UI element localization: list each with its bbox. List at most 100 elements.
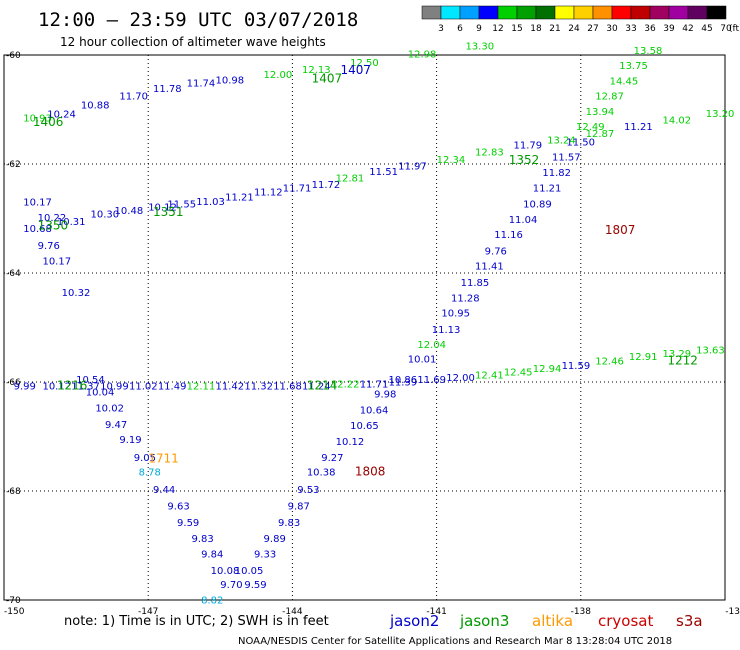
- y-tick-label: -64: [6, 269, 21, 279]
- wave-height-label: 10.01: [408, 354, 437, 365]
- wave-height-label: 11.70: [119, 92, 148, 103]
- wave-height-label: 10.12: [336, 437, 365, 448]
- legend-swatch: [554, 5, 575, 20]
- wave-height-label: 11.57: [552, 153, 581, 164]
- wave-height-label: 11.82: [542, 168, 571, 179]
- wave-height-label: 9.47: [105, 420, 127, 431]
- wave-height-label: 11.55: [167, 200, 196, 211]
- wave-height-label: 11.59: [562, 361, 591, 372]
- wave-height-label: 10.12: [42, 382, 71, 393]
- wave-height-label: 9.83: [191, 534, 213, 545]
- wave-height-label: 11.71: [360, 379, 389, 390]
- wave-height-label: 11.78: [153, 84, 182, 95]
- wave-height-label: 13.75: [619, 61, 648, 72]
- legend-level-label: 33: [625, 24, 636, 34]
- x-tick-label: -141: [426, 607, 446, 617]
- wave-height-label: 12.94: [533, 364, 562, 375]
- credit-line: NOAA/NESDIS Center for Satellite Applica…: [238, 636, 672, 647]
- wave-height-label: 12.46: [595, 357, 624, 368]
- x-tick-label: -144: [282, 607, 303, 617]
- legend-level-label: 39: [663, 24, 675, 34]
- plot-frame: [3, 54, 726, 601]
- wave-height-label: 10.22: [38, 213, 67, 224]
- legend-swatch: [668, 5, 689, 20]
- wave-height-label: 10.64: [360, 406, 389, 417]
- wave-height-label: 10.05: [235, 566, 264, 577]
- wave-height-label: 11.72: [312, 180, 341, 191]
- wave-height-label: 10.95: [441, 309, 470, 320]
- wave-height-label: 9.53: [297, 485, 319, 496]
- y-tick-label: -62: [6, 160, 21, 170]
- wave-height-label: 10.08: [211, 566, 240, 577]
- wave-height-label: 9.27: [321, 453, 343, 464]
- wave-height-label: 14.45: [610, 76, 639, 87]
- legend-swatch: [440, 5, 461, 20]
- pass-time-label: 1214: [307, 379, 338, 393]
- wave-height-label: 11.16: [494, 230, 523, 241]
- legend-level-label: 3: [438, 24, 444, 34]
- wave-height-label: 13.94: [586, 107, 615, 118]
- wave-height-label: 11.68: [273, 382, 302, 393]
- legend-swatch: [497, 5, 518, 20]
- wave-height-label: 12.45: [504, 367, 533, 378]
- wave-height-label: 8.82: [201, 595, 223, 606]
- legend-level-label: 9: [476, 24, 482, 34]
- wave-height-label: 11.49: [158, 382, 187, 393]
- wave-height-label: 10.31: [57, 217, 86, 228]
- wave-height-label: 9.89: [264, 534, 286, 545]
- wave-height-label: 10.68: [23, 224, 52, 235]
- satellite-legend-s3a: s3a: [676, 612, 703, 630]
- wave-height-label: 12.04: [417, 340, 446, 351]
- legend-swatch: [630, 5, 651, 20]
- wave-height-label: 11.51: [369, 167, 398, 178]
- wave-height-label: 11.12: [254, 188, 283, 199]
- legend-level-label: 45: [701, 24, 712, 34]
- wave-height-label: 9.99: [14, 382, 36, 393]
- pass-time-label: 1711: [148, 452, 179, 466]
- wave-height-label: 13.24: [547, 135, 576, 146]
- wave-height-label: 11.21: [533, 183, 562, 194]
- legend-swatch: [516, 5, 537, 20]
- wave-height-label: 11.42: [215, 382, 244, 393]
- pass-time-label: 1350: [38, 218, 69, 232]
- pass-time-label: 1807: [605, 223, 636, 237]
- wave-height-label: 13.58: [634, 46, 663, 57]
- wave-height-label: 11.97: [398, 161, 427, 172]
- wave-height-label: 10.24: [47, 110, 76, 121]
- x-tick-label: -147: [138, 607, 158, 617]
- legend-swatch: [687, 5, 708, 20]
- satellite-legend-cryosat: cryosat: [598, 612, 653, 630]
- wave-height-label: 12.22: [331, 379, 360, 390]
- wave-height-label: 12.49: [576, 122, 605, 133]
- legend-swatch: [592, 5, 613, 20]
- wave-height-label: 11.37: [71, 382, 100, 393]
- y-tick-label: -66: [6, 378, 21, 388]
- satellite-legend-jason2: jason2: [389, 612, 439, 630]
- satellite-legend-altika: altika: [532, 612, 573, 630]
- legend-swatch: [478, 5, 499, 20]
- wave-height-label: 10.54: [76, 375, 105, 386]
- wave-height-label: 12.34: [437, 155, 466, 166]
- legend-level-label: 30: [606, 24, 618, 34]
- wave-height-label: 12.11: [187, 382, 216, 393]
- wave-height-label: 11.04: [509, 215, 538, 226]
- legend-swatch: [421, 5, 442, 20]
- wave-height-label: 10.65: [350, 421, 379, 432]
- grid-lines: [4, 55, 725, 600]
- wave-height-label: 11.03: [196, 197, 225, 208]
- legend-swatch: [611, 5, 632, 20]
- wave-height-label: 10.86: [389, 375, 418, 386]
- wave-height-label: 10.17: [23, 197, 52, 208]
- wave-height-label: 11.71: [283, 183, 312, 194]
- wave-height-label: 9.05: [134, 453, 156, 464]
- wave-height-label: 9.84: [201, 549, 223, 560]
- satellite-legend: jason2 jason3 altika cryosat s3a: [389, 612, 703, 630]
- legend-level-label: 6: [457, 24, 463, 34]
- wave-height-label: 11.28: [451, 293, 480, 304]
- pass-time-label: 1352: [509, 153, 540, 167]
- pass-time-label: 1808: [355, 465, 386, 479]
- wave-height-label: 9.63: [167, 502, 189, 513]
- x-tick-label: -150: [4, 607, 25, 617]
